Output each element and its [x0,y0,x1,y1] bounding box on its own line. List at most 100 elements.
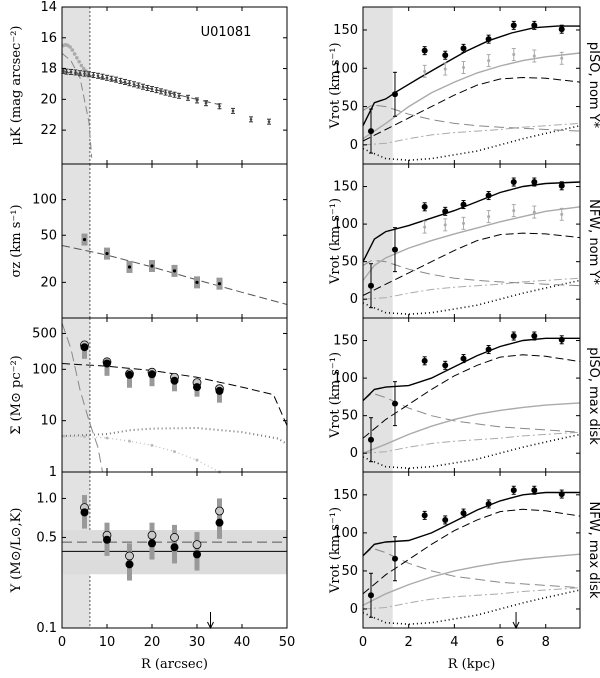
sigma-point [150,264,154,268]
y-tick-label: 150 [333,488,358,503]
panel-model-label: NFW, nom Υ* [586,199,600,285]
obs-point [391,91,398,98]
obs-point-gray [462,221,466,225]
profile-point [96,74,100,78]
panel-right-NFW_max: 0 50 100 150 Vrot (km s⁻¹) NFW, max disk [328,471,600,629]
y-tick-label: 0.5 [36,530,57,545]
profile-point [119,79,122,83]
profile-point [87,72,91,76]
profile-point [159,90,163,93]
obs-point [421,512,428,519]
y-tick-label: 0 [350,138,358,153]
y-tick-label: 100 [32,362,57,377]
x-tick-label: 6 [496,635,504,650]
panel-model-label: pISO, max disk [586,347,600,445]
shaded-region [363,7,393,164]
obs-point-gray [423,69,427,73]
y-axis-label: σz (km s⁻¹) [9,204,24,277]
bulge-curve [362,392,581,433]
panel-frame [362,6,581,165]
obs-point-gray [560,212,564,216]
upsilon-errbox [217,498,222,539]
upsilon-point [215,518,224,527]
dotted-component-line [362,279,581,316]
sigma-point [217,282,222,286]
obs-point [442,208,449,215]
obs-point [367,436,374,443]
disk-curve [362,232,581,296]
profile-point [141,85,145,89]
upsilon-point-gray [215,506,224,516]
y-tick-label: 22 [40,123,57,138]
bulge-curve [362,104,581,132]
bulge-curve [362,547,581,589]
obs-point [421,47,428,54]
profile-point [164,91,167,94]
obs-point [442,362,449,369]
x-tick-label: 4 [450,635,458,650]
panel-right-NFW_nom: 0 50 100 150 Vrot (km s⁻¹) NFW, nom Υ* [328,163,600,319]
y-tick-label: 50 [341,409,358,424]
surface-point [148,370,156,379]
y-axis-label: Vrot (km s⁻¹) [328,42,343,129]
y-tick-label: 18 [40,62,57,77]
surface-point [125,370,134,379]
y-tick-label: 0.1 [36,621,57,636]
obs-point-gray [462,66,466,70]
profile-point [110,77,113,81]
x-tick-label: 0 [58,635,66,650]
x-axis-label-right: R (kpc) [448,657,496,672]
sigma-point [82,237,87,242]
profile-point [155,88,158,92]
y-tick-label: 50 [341,255,358,270]
y-axis-label: Vrot (km s⁻¹) [328,352,343,439]
profile-point [204,101,208,105]
obs-point [391,400,398,407]
panel-left-Sigma: 1 10 100 500 Σ (M⊙ pc⁻²) [9,317,288,480]
x-tick-label: 30 [189,635,206,650]
sigma-point [105,251,109,256]
disk-curve [362,508,581,595]
profile-point [78,71,82,75]
gray-dot [128,439,131,443]
upsilon-point-gray [192,540,202,550]
y-tick-label: 50 [341,564,358,579]
profile-point [186,96,190,100]
obs-point [485,192,492,199]
profile-point-gray [77,59,81,64]
y-axis-label: Vrot (km s⁻¹) [328,198,343,285]
surface-point [215,386,224,395]
galaxy-label: U01081 [201,25,252,40]
profile-point [146,86,149,90]
disk-curve [362,76,581,142]
y-tick-label: 150 [333,23,358,38]
upsilon-point-gray [170,533,179,542]
profile-point [69,70,73,74]
y-axis-label: Vrot (km s⁻¹) [328,507,343,594]
surface-point [80,343,89,352]
gray-dot [83,435,86,439]
total-curve [362,181,581,263]
obs-point [558,336,565,343]
obs-point-gray [443,223,447,227]
y-tick-label: 10 [40,414,57,429]
total-curve [362,337,580,402]
profile-point [123,80,127,84]
obs-point [485,346,492,353]
y-tick-label: 150 [333,180,358,195]
total-curve [362,25,580,127]
profile-point [101,75,104,79]
dotted-component-line [362,124,581,162]
panel-frame [61,6,288,165]
panel-frame [362,163,581,319]
obs-point [391,246,398,253]
panel-left-Upsilon: 0.1 0.5 1.0 Υ (M⊙/L⊙,K) [9,471,288,636]
obs-point [367,128,374,135]
sigma-point [127,265,132,269]
obs-point [510,333,517,340]
y-tick-label: 14 [40,0,57,15]
obs-point-gray [532,210,536,214]
panel-frame [61,317,288,473]
surface-point [103,359,111,368]
profile-point-gray [72,52,77,56]
